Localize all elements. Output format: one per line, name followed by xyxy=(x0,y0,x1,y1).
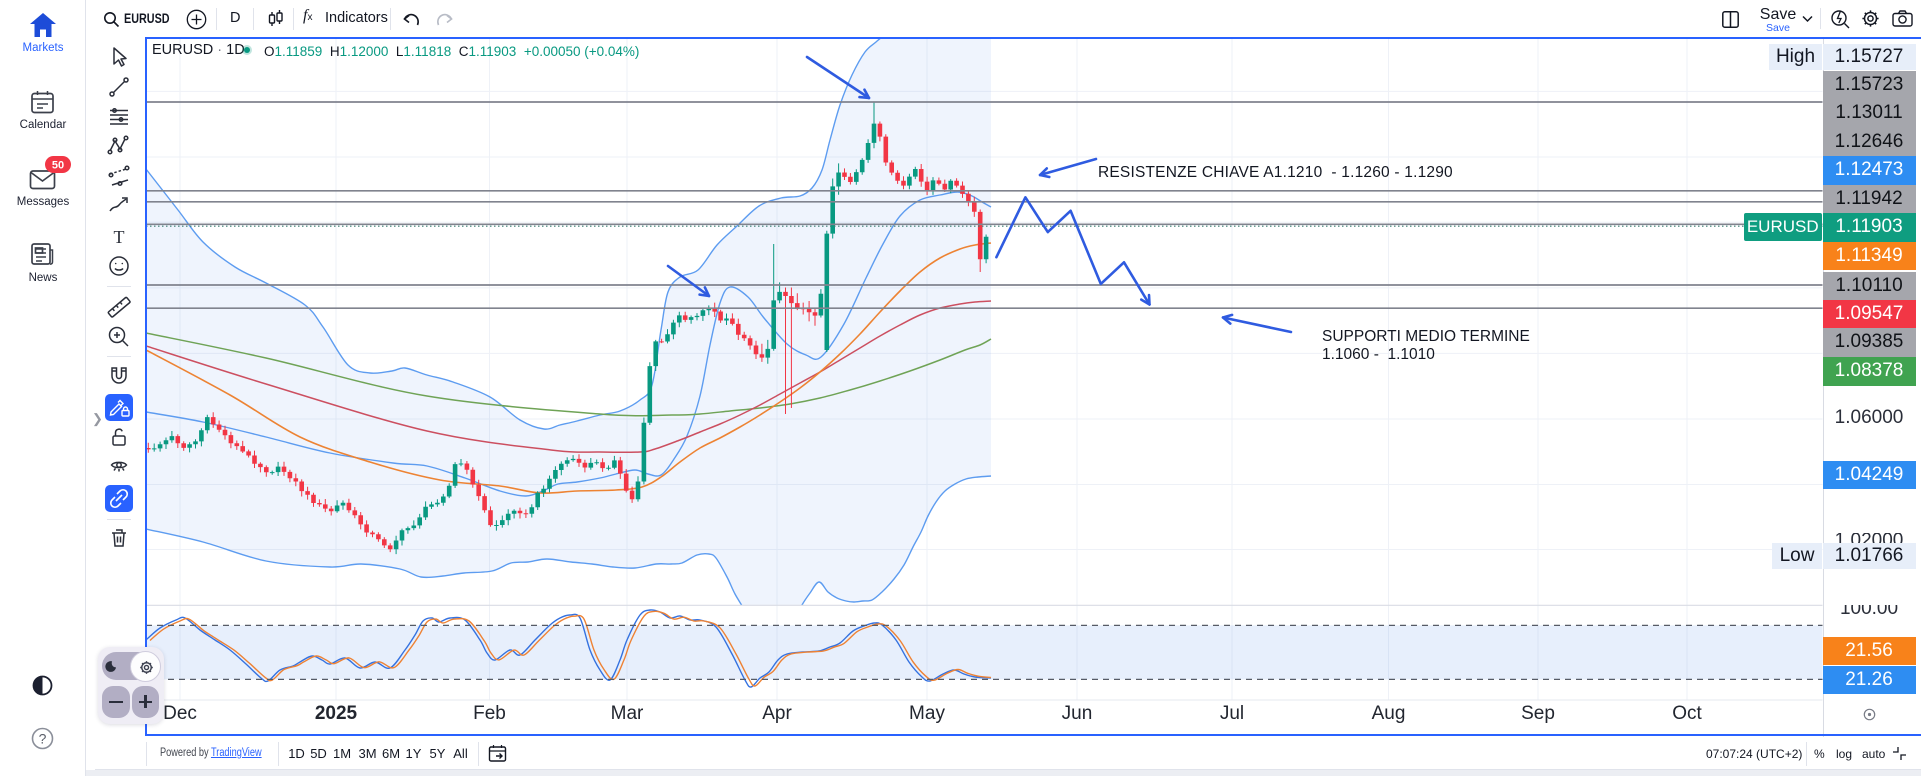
svg-text:50: 50 xyxy=(52,160,64,172)
svg-text:T: T xyxy=(114,227,125,247)
svg-text:?: ? xyxy=(39,731,47,747)
